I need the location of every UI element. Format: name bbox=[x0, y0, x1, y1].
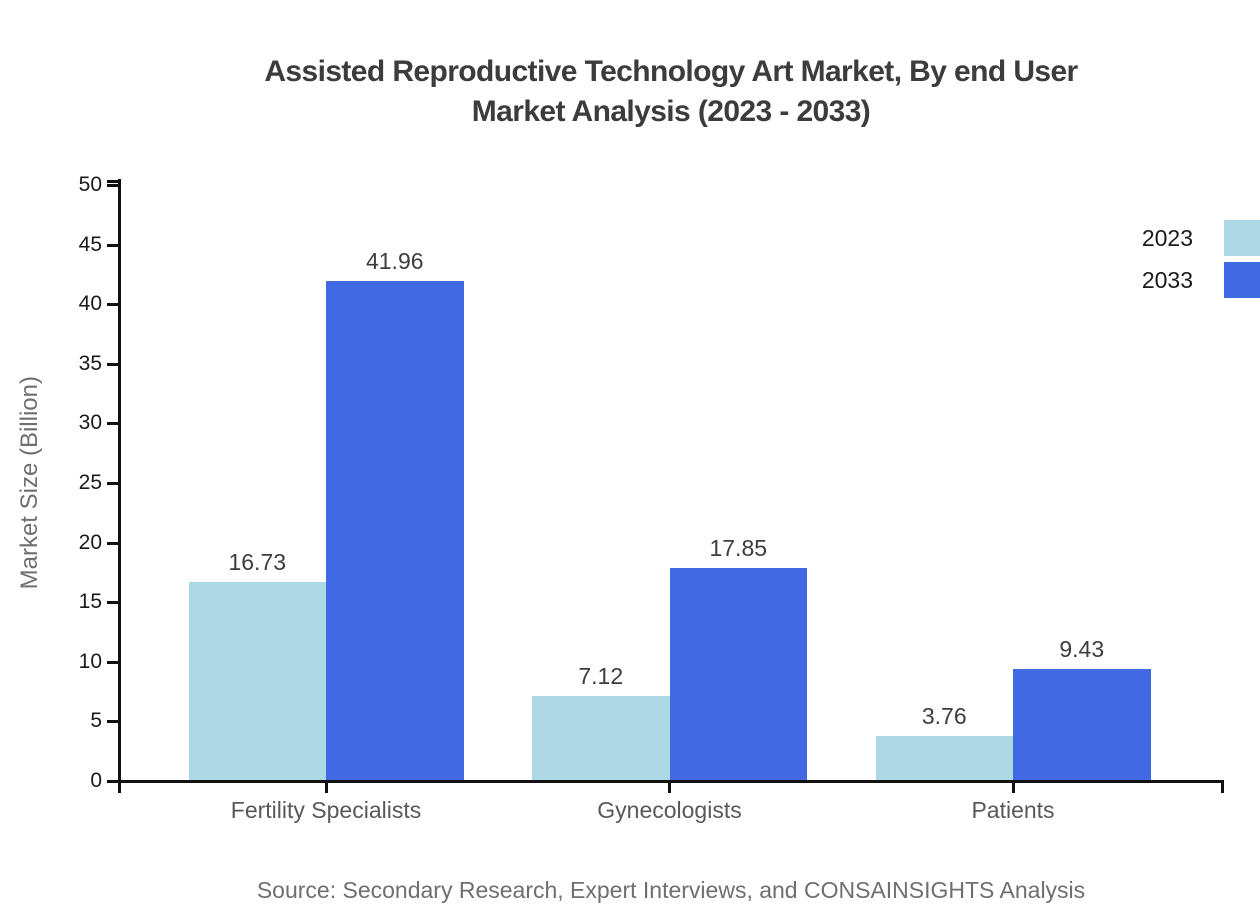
value-label-2023-patients: 3.76 bbox=[921, 703, 967, 730]
y-tick-10 bbox=[107, 660, 118, 664]
y-tick-label-50: 50 bbox=[78, 173, 102, 196]
y-tick-15 bbox=[107, 601, 118, 605]
source-note: Source: Secondary Research, Expert Inter… bbox=[256, 877, 1086, 903]
y-tick-35 bbox=[107, 362, 118, 366]
y-tick-label-30: 30 bbox=[78, 411, 102, 435]
value-label-2023-fertility-specialists: 16.73 bbox=[228, 548, 287, 575]
bar-2023-fertility-specialists bbox=[188, 581, 326, 781]
bar-2033-fertility-specialists bbox=[326, 280, 464, 781]
x-axis-end-tick bbox=[1221, 780, 1224, 793]
category-label-fertility-specialists: Fertility Specialists bbox=[230, 797, 422, 823]
y-axis-top-cap-tick bbox=[107, 180, 118, 183]
x-tick-patients bbox=[1011, 780, 1015, 793]
y-tick-label-5: 5 bbox=[90, 709, 102, 733]
y-tick-label-25: 25 bbox=[78, 471, 102, 494]
legend-label-2033: 2033 bbox=[1141, 267, 1193, 293]
y-tick-25 bbox=[107, 482, 118, 485]
bar-2023-patients bbox=[875, 736, 1013, 781]
y-tick-label-45: 45 bbox=[78, 232, 102, 256]
legend-swatch-2033 bbox=[1224, 262, 1260, 298]
value-label-2033-fertility-specialists: 41.96 bbox=[365, 247, 424, 274]
value-label-2023-gynecologists: 7.12 bbox=[578, 663, 624, 690]
y-tick-50 bbox=[107, 184, 118, 187]
y-tick-20 bbox=[107, 541, 118, 545]
y-axis-line bbox=[118, 179, 121, 793]
legend-swatch-2023 bbox=[1224, 220, 1260, 256]
y-tick-label-35: 35 bbox=[78, 351, 102, 375]
x-tick-gynecologists bbox=[668, 780, 671, 793]
bar-2033-patients bbox=[1013, 668, 1151, 781]
chart-title-line2: Market Analysis (2023 - 2033) bbox=[471, 95, 871, 128]
y-tick-0 bbox=[107, 780, 118, 783]
x-axis-line bbox=[118, 780, 1224, 783]
y-tick-40 bbox=[107, 303, 118, 307]
y-tick-label-0: 0 bbox=[90, 769, 102, 792]
y-tick-label-10: 10 bbox=[78, 649, 102, 673]
category-label-patients: Patients bbox=[971, 797, 1055, 823]
bar-2023-gynecologists bbox=[532, 696, 670, 781]
bar-2033-gynecologists bbox=[669, 568, 807, 781]
y-tick-30 bbox=[107, 422, 118, 426]
x-tick-fertility-specialists bbox=[324, 780, 328, 793]
y-tick-label-15: 15 bbox=[78, 590, 102, 614]
y-tick-label-20: 20 bbox=[78, 530, 102, 554]
chart-title: Assisted Reproductive Technology Art Mar… bbox=[120, 52, 1222, 132]
chart-title-line1: Assisted Reproductive Technology Art Mar… bbox=[264, 55, 1078, 88]
y-tick-5 bbox=[107, 720, 118, 724]
y-tick-label-40: 40 bbox=[78, 292, 102, 316]
category-label-gynecologists: Gynecologists bbox=[597, 797, 742, 823]
value-label-2033-patients: 9.43 bbox=[1059, 635, 1105, 662]
y-tick-45 bbox=[107, 243, 118, 247]
legend-label-2023: 2023 bbox=[1141, 225, 1193, 251]
value-label-2033-gynecologists: 17.85 bbox=[709, 535, 768, 562]
